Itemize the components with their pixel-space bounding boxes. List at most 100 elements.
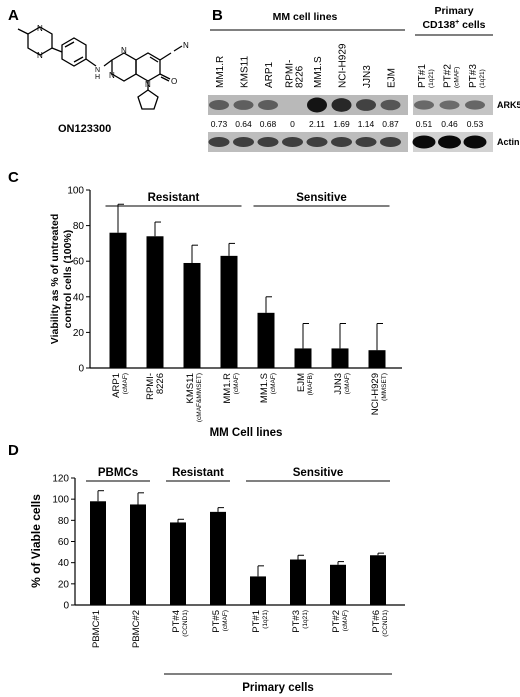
band-density-values: 0.73 0.64 0.68 0 2.11 1.69 1.14 0.87 0.51 0.46 0.5…: [211, 119, 484, 129]
x-tick-label-line2: 8226: [155, 373, 166, 394]
svg-text:N: N: [183, 41, 189, 50]
band-value: 0.53: [467, 119, 484, 129]
ark5-band: [307, 97, 327, 113]
ark5-band: [465, 100, 485, 110]
svg-text:H: H: [95, 74, 100, 81]
x-tick-label: RPMI-8226: [145, 373, 166, 400]
ark5-band: [356, 99, 376, 111]
x-tick-label: ARP1: [111, 373, 122, 398]
bar: [368, 350, 386, 368]
actin-bands: [208, 135, 487, 149]
band-value: 0.73: [211, 119, 228, 129]
bar: [330, 564, 346, 605]
x-tick-sublabel: (cMAF): [233, 373, 240, 394]
lane-label-sub: (1q21): [479, 69, 486, 88]
x-tick-label: JJN3: [333, 373, 344, 395]
ark5-band: [414, 100, 434, 110]
x-tick-sublabel: (cMAF): [344, 373, 351, 394]
ark5-band: [439, 100, 460, 110]
x-tick-sublabel: (cMAF): [222, 610, 229, 631]
bar: [210, 511, 226, 605]
y-tick-label: 60: [73, 257, 85, 268]
bar: [220, 255, 238, 368]
band-value: 0.51: [416, 119, 433, 129]
x-tick-label: PT#2: [331, 610, 342, 633]
lane-label-line1: RPMI-: [285, 60, 296, 88]
y-tick-label: 100: [67, 186, 84, 197]
panel-c-letter: C: [8, 169, 19, 186]
lane-label: RPMI-8226: [285, 60, 306, 88]
group-label: PBMCs: [98, 467, 138, 479]
x-axis-title: MM Cell lines: [210, 427, 283, 439]
lane-label-sub: (cMAF): [454, 67, 461, 88]
x-tick-sublabel: (1q21): [262, 610, 269, 629]
y-tick-label: 80: [73, 221, 85, 232]
y-tick-label: 40: [73, 292, 85, 303]
y-axis-title: % of Viable cells: [29, 494, 43, 588]
x-tick-label: MM1.S: [259, 373, 270, 403]
y-tick-label: 20: [58, 579, 70, 590]
lane-label: ARP1: [264, 61, 275, 88]
svg-text:N: N: [37, 51, 43, 60]
y-tick-label: 80: [58, 516, 70, 527]
actin-band: [380, 137, 401, 147]
band-value: 2.11: [309, 119, 325, 129]
band-value: 0.46: [441, 119, 458, 129]
svg-text:N: N: [37, 24, 43, 33]
bar: [183, 262, 201, 368]
x-tick-label: PBMC#2: [131, 610, 142, 648]
actin-band: [355, 137, 377, 147]
x-tick-label: PT#1: [251, 610, 262, 633]
bar: [331, 348, 349, 368]
lane-label-line2: 8226: [295, 65, 306, 88]
lane-label: PT#2: [443, 64, 454, 88]
ark5-band: [380, 99, 401, 111]
actin-band: [331, 137, 352, 147]
actin-band: [208, 137, 230, 147]
x-tick-label-line1: RPMI-: [145, 373, 156, 400]
panel-a-letter: A: [8, 7, 19, 24]
cd138-header: CD138+ cells: [422, 19, 485, 31]
y-tick-label: 0: [63, 601, 69, 612]
x-tick-sublabel: (CCND1): [182, 610, 189, 637]
band-value: 1.69: [333, 119, 350, 129]
ark5-band: [331, 98, 352, 112]
y-axis-title-line1: Viability as % of untreated: [49, 214, 61, 345]
ark5-bands: [209, 97, 485, 113]
lane-label: PT#1: [417, 64, 428, 88]
x-tick-sublabel: (cMAF&MMSET): [196, 373, 203, 422]
actin-band: [463, 135, 487, 149]
band-value: 0: [290, 119, 295, 129]
bar: [146, 236, 164, 368]
actin-band: [438, 135, 461, 149]
panel-d-letter: D: [8, 442, 19, 459]
group-label: Sensitive: [293, 467, 344, 479]
x-tick-label: NCI-H929: [370, 373, 381, 415]
y-tick-label: 40: [58, 558, 70, 569]
x-tick-label: PBMC#1: [91, 610, 102, 648]
y-tick-label: 100: [52, 495, 69, 506]
ark5-band: [258, 100, 278, 110]
svg-text:O: O: [171, 77, 177, 86]
ark5-label: ARK5: [497, 100, 520, 110]
bar: [250, 576, 266, 605]
y-tick-label: 60: [58, 537, 70, 548]
lane-label-name: PT#1: [417, 64, 428, 88]
x-tick-label: PT#4: [171, 610, 182, 633]
lane-label: MM1.S: [313, 56, 324, 88]
primary-cells-label: Primary cells: [242, 682, 314, 694]
bar: [290, 559, 306, 605]
y-tick-label: 0: [78, 364, 84, 375]
bar: [257, 312, 275, 368]
ark5-band: [209, 99, 229, 111]
group-label: Resistant: [172, 467, 224, 479]
bar: [294, 348, 312, 368]
svg-text:N: N: [145, 80, 151, 89]
bar: [90, 501, 106, 605]
actin-band: [257, 137, 279, 147]
lane-label-sub: (1q21): [428, 69, 435, 88]
x-tick-label: EJM: [296, 373, 307, 392]
group-label: Resistant: [148, 192, 200, 204]
